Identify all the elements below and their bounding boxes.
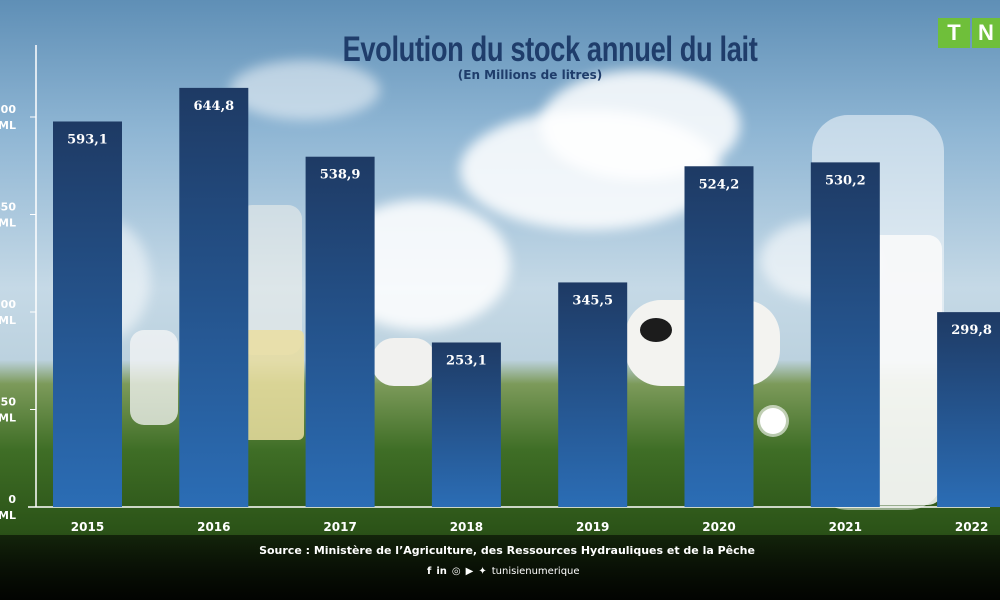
logo-letter-t: T bbox=[938, 18, 970, 48]
x-tick-label: 2019 bbox=[576, 520, 609, 534]
x-tick-label: 2016 bbox=[197, 520, 230, 534]
youtube-icon[interactable]: ▶ bbox=[465, 566, 474, 577]
data-label: 530,2 bbox=[825, 173, 866, 188]
social-links: f in ◎ ▶ ✦ tunisienumerique bbox=[427, 566, 580, 577]
data-label: 253,1 bbox=[446, 353, 487, 368]
y-tick-unit: ML bbox=[0, 314, 16, 327]
linkedin-icon[interactable]: in bbox=[436, 566, 447, 577]
x-tick-label: 2021 bbox=[829, 520, 862, 534]
bar-2022[interactable] bbox=[937, 312, 1000, 507]
data-label: 644,8 bbox=[193, 99, 234, 114]
facebook-icon[interactable]: f bbox=[427, 566, 432, 577]
bar-2017[interactable] bbox=[305, 156, 375, 507]
data-label: 524,2 bbox=[699, 177, 740, 192]
y-tick-label: 150 bbox=[0, 396, 16, 409]
y-tick-label: 300 bbox=[0, 298, 16, 311]
data-label: 299,8 bbox=[951, 323, 992, 338]
x-tick-label: 2015 bbox=[71, 520, 104, 534]
x-tick-label: 2018 bbox=[450, 520, 483, 534]
bar-2021[interactable] bbox=[810, 162, 880, 507]
x-tick-label: 2020 bbox=[702, 520, 735, 534]
x-tick-label: 2022 bbox=[955, 520, 988, 534]
bar-2020[interactable] bbox=[684, 166, 754, 507]
daisy-flower bbox=[760, 408, 786, 434]
social-handle[interactable]: tunisienumerique bbox=[491, 566, 580, 577]
logo-letter-n: N bbox=[972, 18, 1000, 48]
data-label: 538,9 bbox=[320, 168, 361, 183]
instagram-icon[interactable]: ◎ bbox=[451, 566, 461, 577]
y-tick-label: 0 bbox=[8, 493, 16, 506]
x-tick-label: 2017 bbox=[323, 520, 356, 534]
y-tick-label: 600 bbox=[0, 103, 16, 116]
source-note: Source : Ministère de l’Agriculture, des… bbox=[259, 544, 755, 557]
twitter-icon[interactable]: ✦ bbox=[478, 566, 487, 577]
bar-2019[interactable] bbox=[558, 282, 628, 507]
cow-left bbox=[372, 338, 436, 386]
data-label: 345,5 bbox=[572, 293, 613, 308]
footer-band bbox=[0, 535, 1000, 600]
bar-2015[interactable] bbox=[53, 121, 122, 508]
y-tick-unit: ML bbox=[0, 217, 16, 230]
bar-2016[interactable] bbox=[179, 87, 249, 507]
y-tick-unit: ML bbox=[0, 509, 16, 522]
milk-glass bbox=[238, 330, 304, 440]
data-label: 593,1 bbox=[67, 132, 108, 147]
cow-spot bbox=[640, 318, 672, 342]
bar-2018[interactable] bbox=[431, 342, 501, 507]
chart-subtitle: (En Millions de litres) bbox=[457, 68, 603, 82]
chart-title: Evolution du stock annuel du lait bbox=[342, 30, 758, 69]
y-tick-unit: ML bbox=[0, 119, 16, 132]
y-tick-unit: ML bbox=[0, 412, 16, 425]
y-tick-label: 450 bbox=[0, 201, 16, 214]
milk-bottle-small bbox=[130, 330, 178, 425]
